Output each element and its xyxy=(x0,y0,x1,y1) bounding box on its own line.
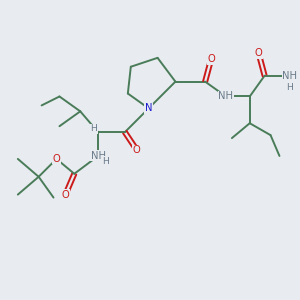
Text: H: H xyxy=(286,83,293,92)
Text: NH: NH xyxy=(218,92,233,101)
Text: H: H xyxy=(90,124,97,133)
Text: O: O xyxy=(133,145,141,155)
Text: O: O xyxy=(52,154,60,164)
Text: O: O xyxy=(255,48,262,59)
Text: NH: NH xyxy=(91,151,106,161)
Text: H: H xyxy=(102,157,109,166)
Text: NH: NH xyxy=(282,71,297,81)
Text: O: O xyxy=(61,190,69,200)
Text: N: N xyxy=(145,103,152,113)
Text: O: O xyxy=(207,54,215,64)
